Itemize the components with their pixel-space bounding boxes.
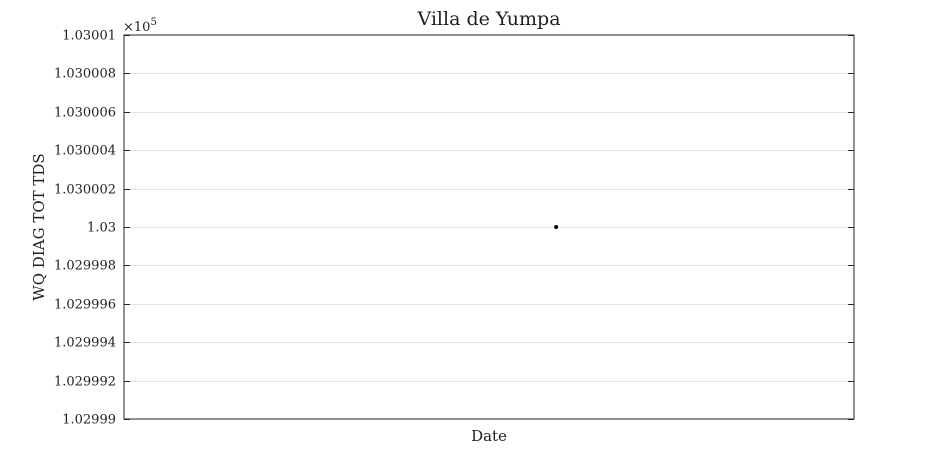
y-tick-label: 1.029998 [54,259,116,274]
y-tick-label: 1.02999 [62,413,116,428]
chart-title: Villa de Yumpa [416,8,560,30]
y-exponent-power: 5 [150,17,156,28]
data-points [554,225,558,229]
y-tick-label: 1.03 [87,221,116,236]
y-tick-label: 1.030008 [54,67,116,82]
x-axis-label: Date [471,427,507,445]
data-point [554,225,558,229]
y-tick-label: 1.030002 [54,183,116,198]
y-axis-label: WQ DIAG TOT TDS [30,153,48,300]
y-tick-label: 1.030006 [54,106,116,121]
y-tick-label: 1.03001 [62,29,116,44]
y-tick-label: 1.029996 [54,298,116,313]
y-tick-label: 1.030004 [54,144,116,159]
y-tick-label: 1.029994 [54,336,116,351]
y-tick-label: 1.029992 [54,375,116,390]
